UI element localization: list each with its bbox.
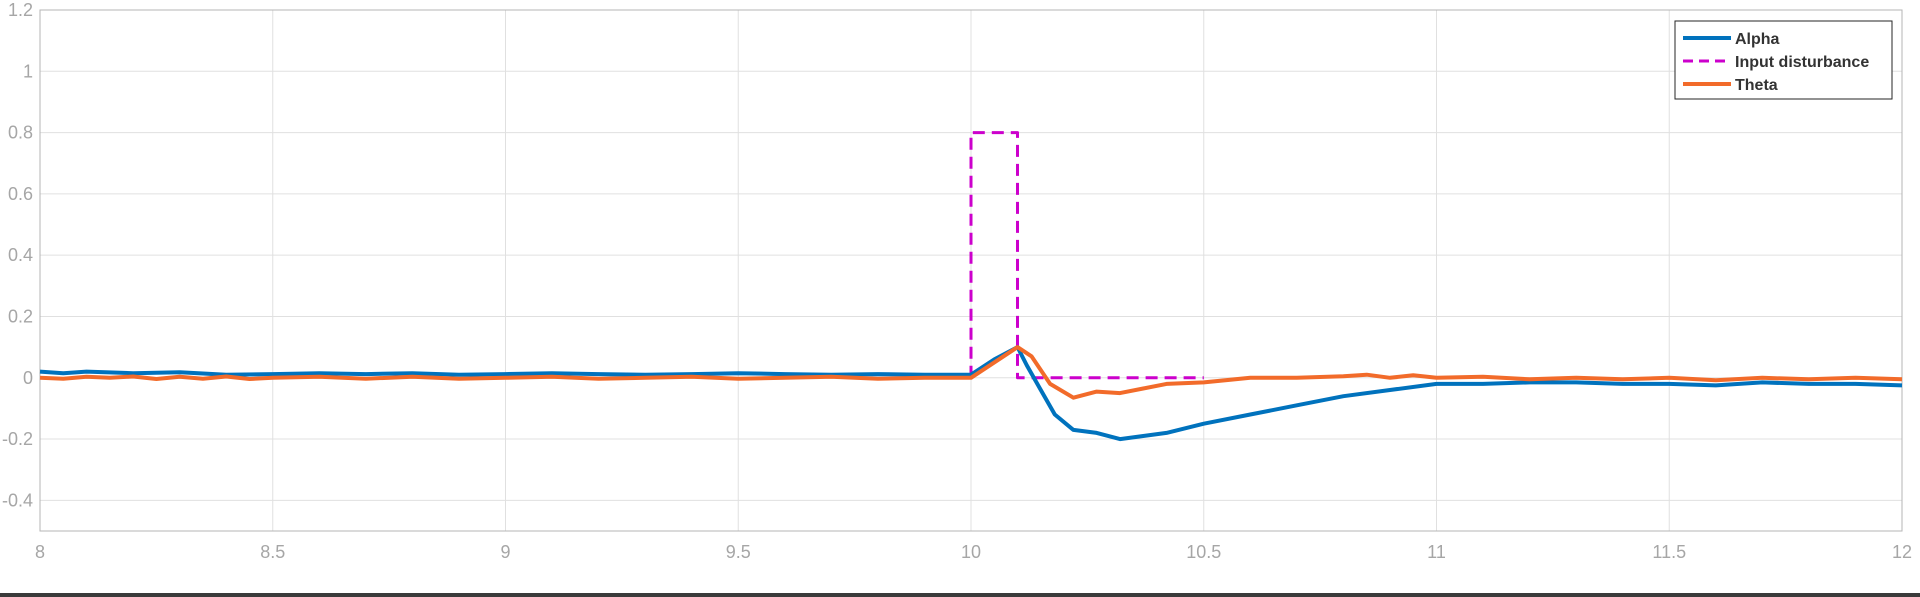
y-tick-label: 0	[23, 368, 33, 388]
series-line-input-disturbance	[969, 131, 1204, 380]
plot-area-border	[39, 9, 1903, 532]
x-tick-label: 11	[1427, 542, 1446, 562]
x-tick-label: 8.5	[260, 542, 285, 562]
legend-label: Input disturbance	[1735, 54, 1869, 71]
x-tick-label: 12	[1892, 542, 1912, 562]
y-tick-label: 0.8	[8, 123, 33, 143]
window-bottom-edge	[0, 593, 1920, 597]
y-tick-label: -0.2	[2, 429, 33, 449]
x-tick-label: 8	[35, 542, 45, 562]
y-tick-label: 1	[23, 61, 33, 81]
series-layer	[39, 131, 1903, 442]
y-tick-label: 0.4	[8, 245, 33, 265]
y-tick-label: 1.2	[8, 0, 33, 20]
y-tick-label: 0.6	[8, 184, 33, 204]
x-tick-label: 10.5	[1186, 542, 1221, 562]
y-tick-label: 0.2	[8, 306, 33, 326]
x-tick-label: 11.5	[1652, 542, 1686, 562]
legend: Alpha Input disturbance Theta	[1674, 20, 1893, 100]
x-tick-label: 9	[500, 542, 510, 562]
series-line-theta	[39, 345, 1903, 400]
x-tick-label: 10	[961, 542, 981, 562]
y-tick-label: -0.4	[2, 490, 33, 510]
series-line-alpha	[39, 345, 1903, 442]
legend-label: Theta	[1735, 77, 1778, 94]
axes: 8 8.5 9 9.5 10 10.5 11 11.5 12 1.2 1 0.8 0.6 0.4 0.2 0 -…	[2, 0, 1912, 562]
legend-label: Alpha	[1735, 31, 1780, 48]
x-tick-label: 9.5	[726, 542, 751, 562]
